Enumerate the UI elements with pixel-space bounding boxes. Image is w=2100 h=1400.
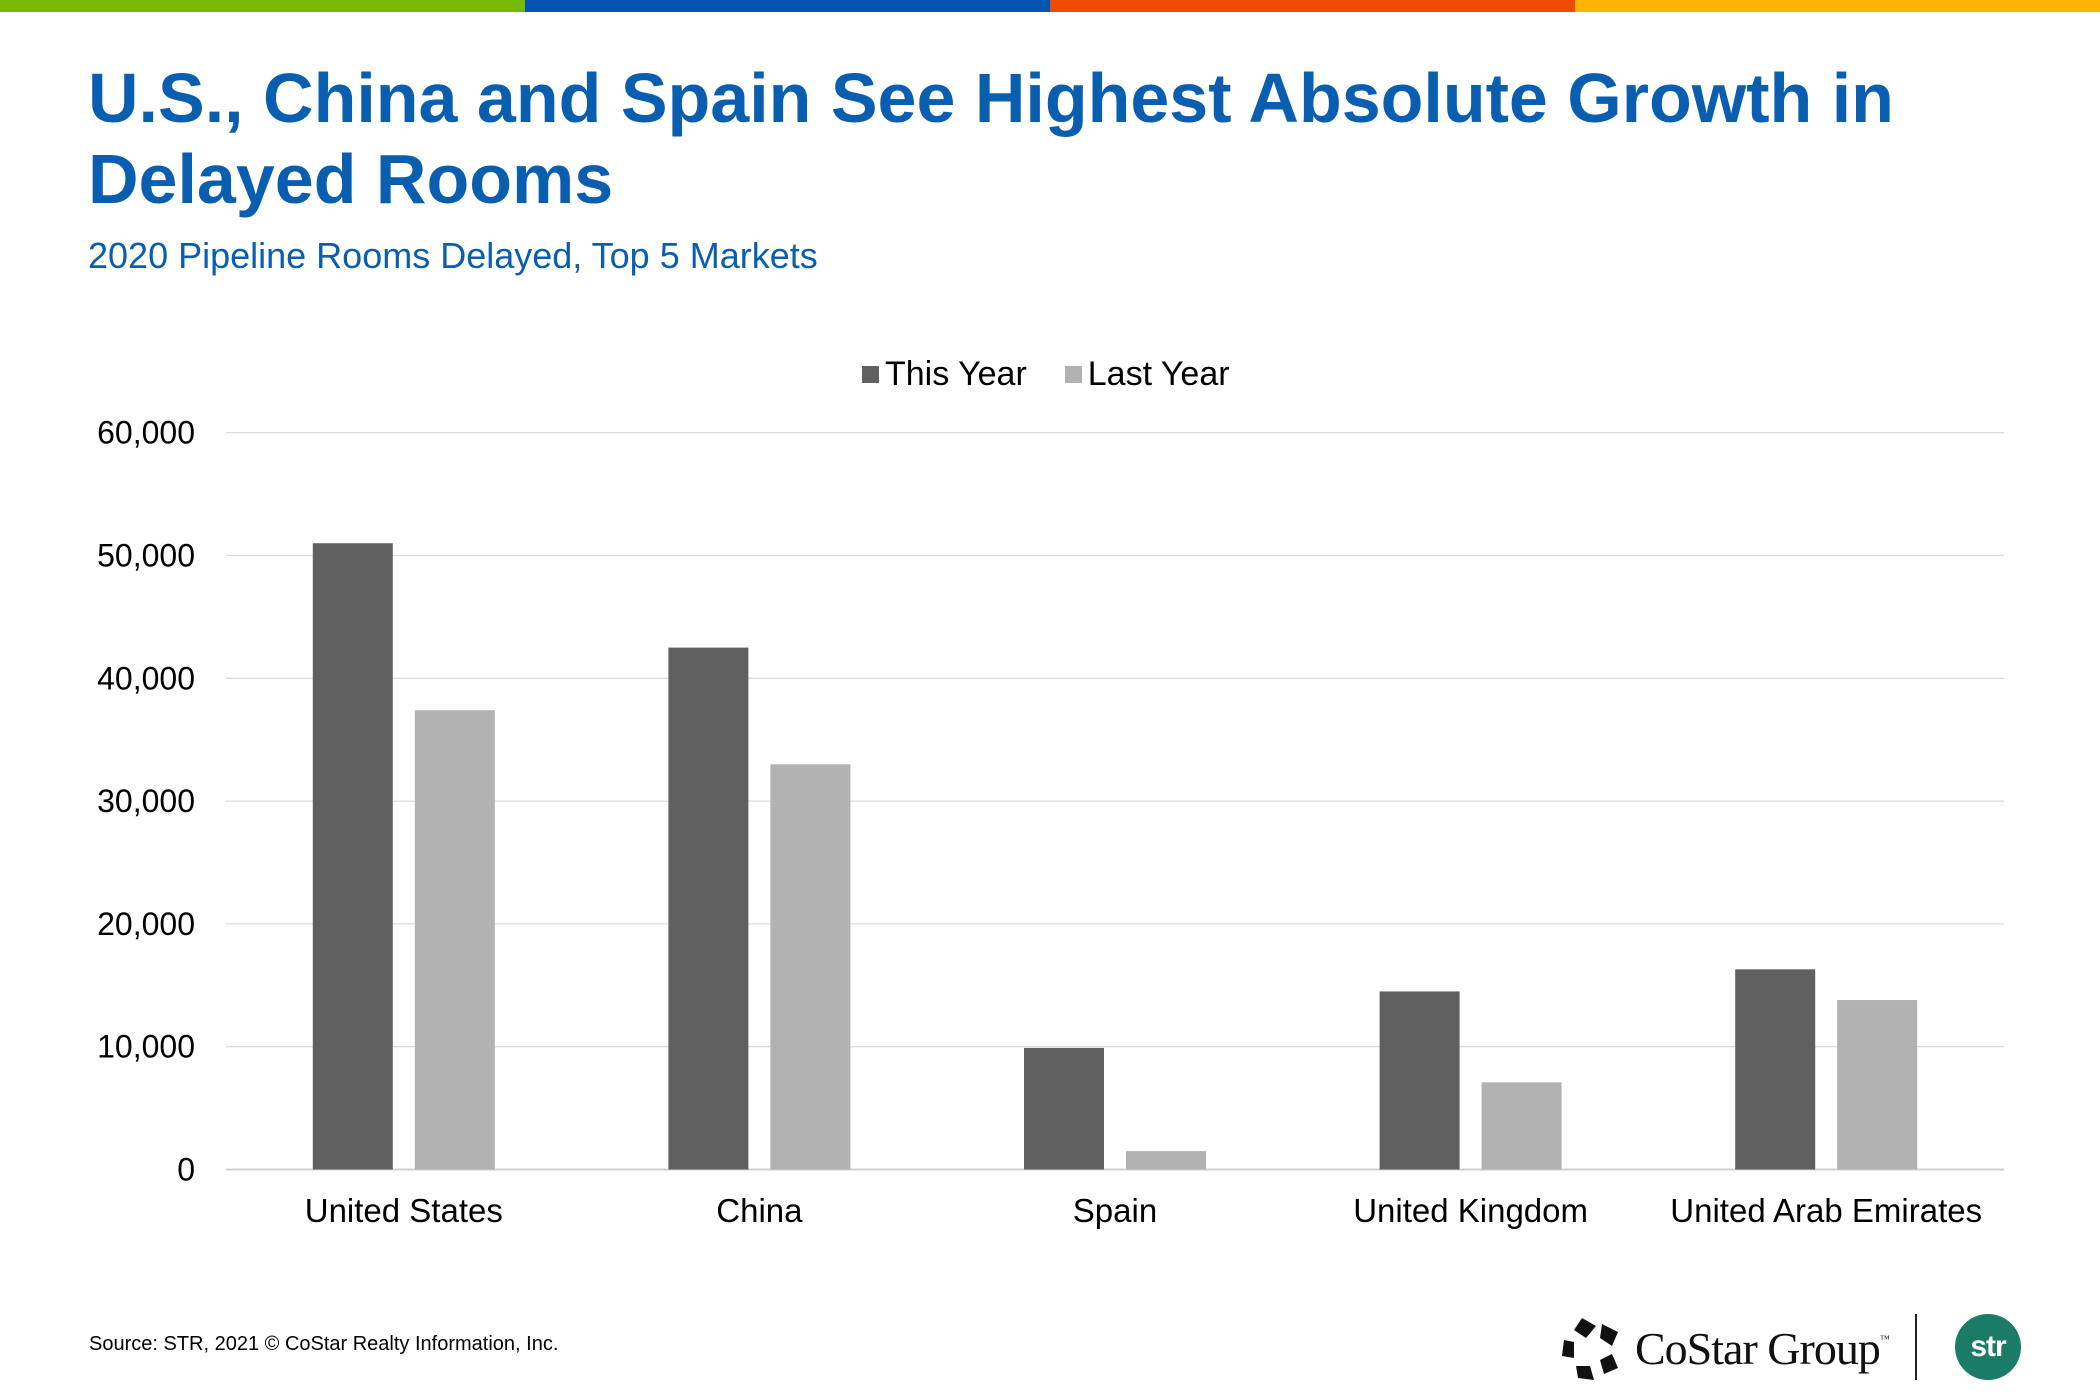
trademark-symbol: ™ xyxy=(1879,1334,1890,1345)
footer-logos: CoStar Group™ str xyxy=(1560,1308,2030,1388)
stripe-orange xyxy=(1050,0,1575,12)
bar-last-year xyxy=(1837,1000,1918,1170)
legend-swatch-last-year xyxy=(1064,366,1082,383)
bar-this-year xyxy=(1735,969,1816,1170)
x-axis-labels: United States China Spain United Kingdom Uni… xyxy=(305,1192,1982,1229)
y-tick-label: 10,000 xyxy=(97,1029,195,1065)
y-tick-label: 20,000 xyxy=(97,906,195,942)
stripe-yellow xyxy=(1575,0,2100,12)
str-logo: str xyxy=(1955,1314,2021,1380)
y-axis-labels: 0 10,000 20,000 30,000 40,000 50,000 60,000 xyxy=(97,415,195,1188)
stripe-blue xyxy=(525,0,1050,12)
costar-star-icon xyxy=(1562,1318,1618,1380)
bar-last-year xyxy=(414,710,495,1170)
legend-item-last-year: Last Year xyxy=(1064,355,1230,394)
bars xyxy=(312,543,1918,1170)
x-tick-label: China xyxy=(716,1192,803,1229)
legend-label-this-year: This Year xyxy=(885,355,1027,393)
bar-this-year xyxy=(668,647,749,1170)
bar-last-year xyxy=(770,764,851,1170)
bar-this-year xyxy=(1379,991,1460,1170)
costar-wordmark: CoStar Group xyxy=(1635,1323,1881,1374)
y-tick-label: 0 xyxy=(177,1152,195,1188)
x-tick-label: United Arab Emirates xyxy=(1670,1192,1982,1229)
str-logo-text: str xyxy=(1970,1330,2006,1363)
bar-chart: 0 10,000 20,000 30,000 40,000 50,000 60,000 Un… xyxy=(97,415,2004,1229)
legend-item-this-year: This Year xyxy=(862,355,1027,394)
x-tick-label: Spain xyxy=(1073,1192,1157,1229)
bar-this-year xyxy=(1024,1047,1104,1170)
y-tick-label: 50,000 xyxy=(97,538,195,574)
page-subtitle: 2020 Pipeline Rooms Delayed, Top 5 Marke… xyxy=(88,235,818,276)
costar-logo-text: CoStar Group™ xyxy=(1635,1322,1890,1375)
stripe-green xyxy=(0,0,525,12)
x-tick-label: United States xyxy=(305,1192,503,1229)
legend-label-last-year: Last Year xyxy=(1087,355,1230,393)
legend-swatch-this-year xyxy=(862,366,879,383)
bar-this-year xyxy=(312,543,393,1170)
logo-divider xyxy=(1915,1314,1917,1380)
y-tick-label: 30,000 xyxy=(97,783,195,819)
top-color-stripe xyxy=(0,0,2100,12)
source-note: Source: STR, 2021 © CoStar Realty Inform… xyxy=(89,1333,559,1355)
y-tick-label: 40,000 xyxy=(97,660,195,696)
chart-legend: This Year Last Year xyxy=(862,355,1268,394)
bar-last-year xyxy=(1126,1151,1206,1170)
gridlines xyxy=(226,432,2004,1171)
x-tick-label: United Kingdom xyxy=(1353,1192,1588,1229)
page-title: U.S., China and Spain See Highest Absolu… xyxy=(88,59,1894,218)
y-tick-label: 60,000 xyxy=(97,415,195,451)
bar-last-year xyxy=(1481,1082,1562,1170)
